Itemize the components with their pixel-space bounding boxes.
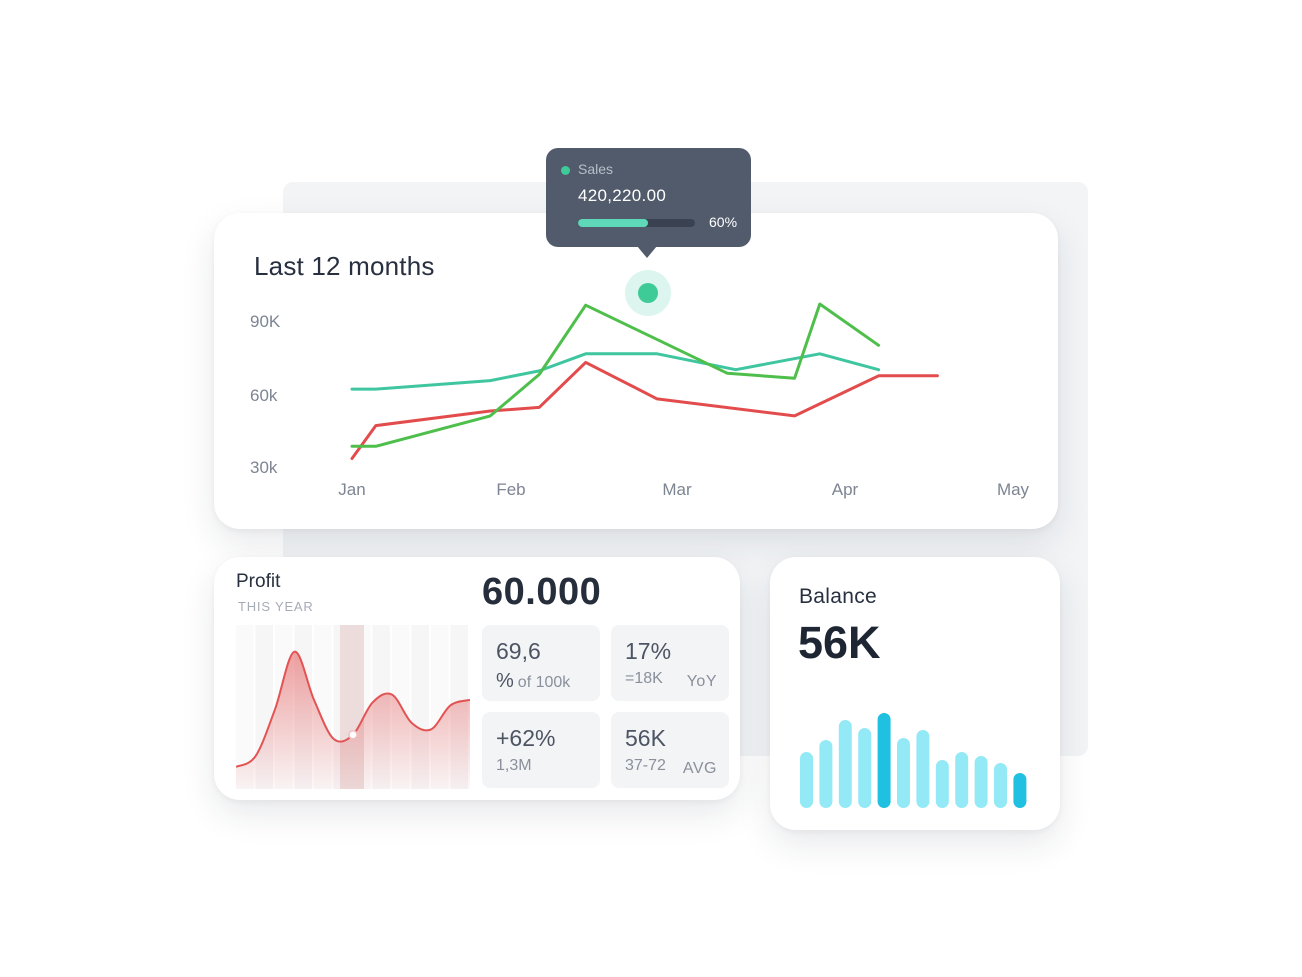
profit-subtitle: THIS YEAR [238,599,314,614]
stat-value: +62% [496,725,556,751]
stat-tile-yoy: 17% =18K YoY [611,625,729,701]
y-tick-label: 30k [250,458,278,477]
stat-tile-average: 56K 37-72 AVG [611,712,729,788]
x-tick-label: Jan [338,480,365,499]
profit-area [236,651,470,789]
balance-bar[interactable] [877,713,891,808]
balance-bar[interactable] [935,760,949,808]
balance-bar-chart[interactable] [770,557,1060,830]
stat-tile-growth: +62% 1,3M [482,712,600,788]
profit-total: 60.000 [482,571,602,613]
tooltip-series: Sales [578,161,614,177]
profit-point[interactable] [348,730,358,740]
stat-detail: % of 100k [496,670,570,693]
balance-bar[interactable] [838,720,852,808]
stat-value: 17% [625,638,672,664]
tooltip-percent: 60% [709,214,738,230]
series-dot-icon [561,166,570,175]
stat-detail-text: of 100k [517,674,571,691]
stat-detail: =18K [625,670,663,687]
line-chart[interactable]: 90K 60k 30k Jan Feb Mar Apr May [214,213,1058,529]
balance-bar[interactable] [994,763,1007,808]
tooltip-value: 420,220.00 [578,186,667,205]
balance-title: Balance [799,585,877,608]
series-line-1[interactable] [350,360,939,460]
tooltip-progress-track [578,219,695,227]
stat-detail: 37-72 [625,757,666,774]
balance-bar[interactable] [800,752,813,808]
tooltip-progress-fill [578,219,649,227]
y-tick-label: 90K [250,312,281,331]
series-line-0[interactable] [350,352,881,391]
balance-bar[interactable] [819,740,833,808]
stat-value: 69,6 [496,638,541,664]
x-tick-label: Apr [832,480,859,499]
x-tick-label: Feb [496,480,525,499]
stat-value: 56K [625,725,666,751]
profit-area-chart[interactable] [236,625,470,789]
balance-bar[interactable] [897,738,910,808]
balance-bar[interactable] [955,752,969,808]
profit-card: Profit THIS YEAR 60.000 69,6 % of 100k 17… [214,557,740,800]
background-column [236,625,254,789]
balance-bar[interactable] [858,728,872,808]
tooltip-pointer [637,246,657,258]
stat-tag: AVG [682,760,717,777]
x-tick-label: Mar [662,480,692,499]
stat-tile-percent: 69,6 % of 100k [482,625,600,701]
balance-bar[interactable] [1013,773,1027,808]
balance-bar[interactable] [916,730,930,808]
x-tick-label: May [997,480,1030,499]
balance-bar[interactable] [974,756,988,808]
series-line-2[interactable] [350,302,881,448]
stat-tag: YoY [686,673,717,690]
highlight-point[interactable] [638,283,658,303]
sales-chart-card: Last 12 months 90K 60k 30k Jan Feb Mar Apr May [214,213,1058,529]
balance-value: 56K [798,617,881,668]
chart-title: Last 12 months [254,251,435,281]
balance-card: Balance 56K [770,557,1060,830]
percent-symbol: % [496,670,514,692]
profit-title: Profit [236,571,281,592]
sales-tooltip: Sales 420,220.00 60% [546,148,751,247]
y-tick-label: 60k [250,386,278,405]
stat-detail: 1,3M [496,757,532,774]
